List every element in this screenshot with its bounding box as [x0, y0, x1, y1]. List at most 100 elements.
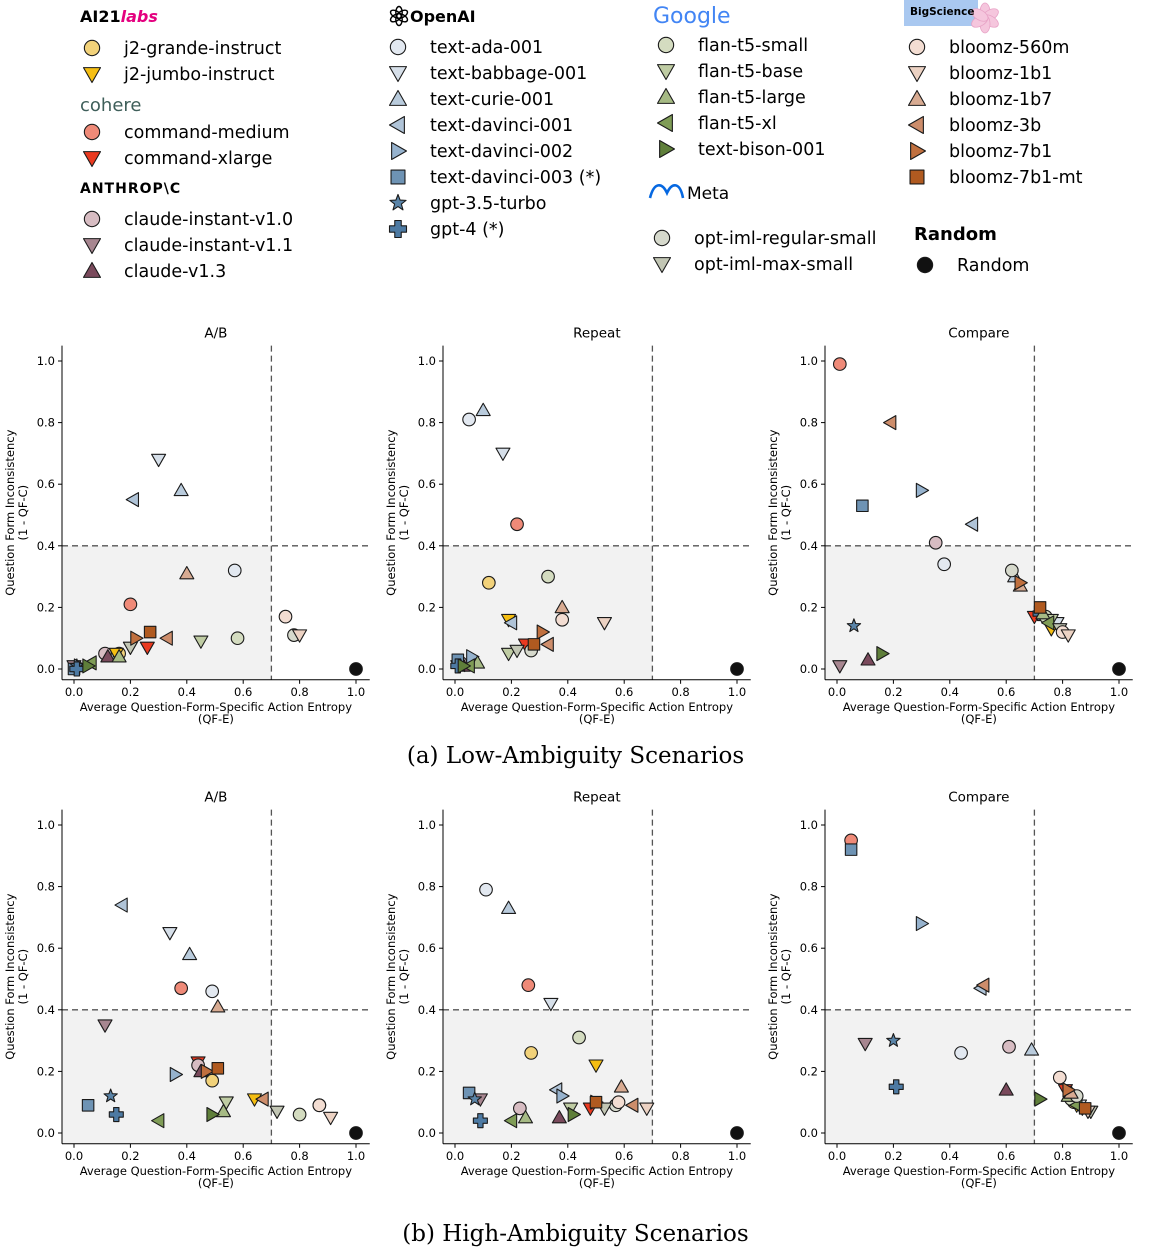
- panel-title: A/B: [204, 326, 227, 342]
- x-tick-label: 0.4: [941, 685, 959, 699]
- point-gpt-3-5-turbo: [103, 1088, 118, 1103]
- point-opt-iml-regular-small: [1004, 563, 1019, 578]
- point-text-ada-001: [479, 882, 493, 897]
- point-text-davinci-001: [503, 615, 518, 631]
- legend-label-flan-t5-base: flan-t5-base: [698, 62, 803, 82]
- y-tick-label: 0.6: [418, 941, 436, 955]
- x-tick-label: 0.0: [65, 1149, 83, 1163]
- point-text-ada-001: [937, 557, 952, 572]
- x-tick-label: 0.0: [446, 685, 464, 699]
- legend-label-j2-jumbo-instruct: j2-jumbo-instruct: [123, 65, 275, 85]
- legend-label-opt-iml-regular-small: opt-iml-regular-small: [694, 229, 876, 249]
- legend-marker-claude-v1-3: [82, 261, 102, 278]
- y-tick-label: 0.8: [800, 880, 818, 894]
- x-axis-label: Average Question-Form-Specific Action En…: [80, 700, 353, 714]
- point-bloomz-3b: [159, 630, 173, 646]
- point-text-davinci-001: [114, 897, 128, 913]
- y-tick-label: 1.0: [37, 818, 55, 832]
- x-tick-label: 0.6: [234, 685, 252, 699]
- point-opt-iml-max-small: [509, 644, 525, 659]
- legend-label-bloomz-1b1: bloomz-1b1: [949, 64, 1052, 84]
- legend-marker-flan-t5-small: [657, 36, 675, 54]
- y-axis-label: Question Form Inconsistency: [3, 893, 17, 1059]
- point-command-medium: [123, 597, 138, 612]
- y-tick-label: 0.2: [37, 1064, 55, 1078]
- point-text-bison-001: [567, 1106, 581, 1123]
- x-tick-label: 0.6: [615, 685, 633, 699]
- point-text-babbage-001: [543, 997, 559, 1012]
- legend-marker-bloomz-1b7: [907, 89, 927, 106]
- meta-logo-icon: [648, 184, 685, 199]
- x-tick-label: 0.4: [559, 685, 577, 699]
- panel-title: Compare: [948, 790, 1009, 806]
- y-axis-label: (1 - QF-C): [779, 949, 793, 1005]
- legend-marker-flan-t5-base: [656, 64, 676, 81]
- point-gpt-4: [69, 661, 85, 677]
- legend-marker-claude-instant-v1-0: [83, 210, 101, 228]
- point-j2-grande-instruct: [481, 575, 496, 590]
- point-text-bison-001: [82, 658, 96, 674]
- point-text-davinci-002: [915, 482, 930, 498]
- point-bloomz-1b1: [639, 1102, 655, 1116]
- y-tick-label: 1.0: [37, 354, 55, 368]
- point-random: [730, 662, 744, 676]
- point-text-ada-001: [205, 984, 220, 999]
- point-flan-t5-base: [218, 1096, 234, 1110]
- legend-marker-opt-iml-max-small: [652, 257, 672, 274]
- legend-label-bloomz-560m: bloomz-560m: [949, 38, 1069, 58]
- legend-label-bloomz-7b1: bloomz-7b1: [949, 142, 1052, 162]
- y-tick-label: 0.8: [418, 880, 436, 894]
- x-tick-label: 0.8: [290, 1149, 308, 1163]
- legend-marker-claude-instant-v1-1: [82, 238, 102, 255]
- legend-label-opt-iml-max-small: opt-iml-max-small: [694, 255, 853, 275]
- flower-icon: [971, 8, 989, 22]
- scatter-panel-low-repeat: 0.0 0.0 0.2 0.2 0.4 0.4 0.6 0.6 0.8 0.8 1.0 1.0 Repe…: [384, 326, 751, 726]
- y-axis-label: (1 - QF-C): [397, 949, 411, 1005]
- x-tick-label: 0.6: [234, 1149, 252, 1163]
- y-tick-label: 0.2: [800, 600, 818, 614]
- y-tick-label: 0.2: [37, 600, 55, 614]
- y-axis-label: Question Form Inconsistency: [766, 429, 780, 595]
- point-flan-t5-large: [517, 1110, 534, 1124]
- point-bloomz-7b1: [1062, 1082, 1076, 1098]
- legend-marker-text-babbage-001: [388, 66, 408, 83]
- legend-marker-bloomz-560m: [908, 38, 926, 56]
- point-flan-t5-small: [230, 631, 245, 646]
- point-bloomz-7b1: [1014, 575, 1028, 591]
- point-bloomz-3b: [976, 977, 990, 993]
- legend-label-text-davinci-002: text-davinci-002: [430, 142, 573, 162]
- openai-logo-icon: [389, 9, 403, 20]
- legend-label-flan-t5-xl: flan-t5-xl: [698, 114, 777, 134]
- x-tick-label: 0.2: [502, 1149, 520, 1163]
- legend-marker-text-bison-001: [659, 139, 676, 159]
- panel-title: Repeat: [573, 326, 621, 342]
- legend-marker-bloomz-7b1-mt: [909, 169, 925, 185]
- point-text-davinci-002: [169, 1066, 184, 1083]
- point-gpt-4: [888, 1079, 904, 1095]
- y-tick-label: 0.6: [800, 941, 818, 955]
- point-claude-instant-v1-0: [928, 535, 943, 550]
- point-bloomz-7b1-mt: [211, 1062, 225, 1075]
- legend-label-text-babbage-001: text-babbage-001: [430, 64, 587, 84]
- point-bloomz-560m: [611, 1095, 626, 1110]
- x-tick-label: 0.2: [121, 685, 139, 699]
- y-tick-label: 0.6: [37, 941, 55, 955]
- x-axis-label: (QF-E): [961, 1176, 997, 1190]
- point-claude-instant-v1-1: [857, 1037, 873, 1052]
- legend-brand-meta: Meta: [687, 184, 729, 204]
- x-tick-label: 0.6: [997, 1149, 1015, 1163]
- point-text-ada-001: [227, 563, 242, 578]
- point-bloomz-1b7: [554, 599, 570, 614]
- point-bloomz-3b: [625, 1097, 639, 1113]
- point-text-babbage-001: [495, 447, 511, 461]
- y-tick-label: 0.4: [37, 1003, 55, 1017]
- point-claude-v1-3: [100, 649, 116, 663]
- y-tick-label: 0.4: [418, 1003, 436, 1017]
- legend-marker-text-curie-001: [388, 89, 408, 106]
- point-bloomz-7b1: [130, 630, 144, 646]
- y-tick-label: 0.6: [418, 477, 436, 491]
- legend-marker-j2-jumbo-instruct: [82, 67, 102, 84]
- point-bloomz-560m: [278, 609, 293, 624]
- point-text-babbage-001: [151, 453, 167, 468]
- point-flan-t5-base: [501, 647, 517, 662]
